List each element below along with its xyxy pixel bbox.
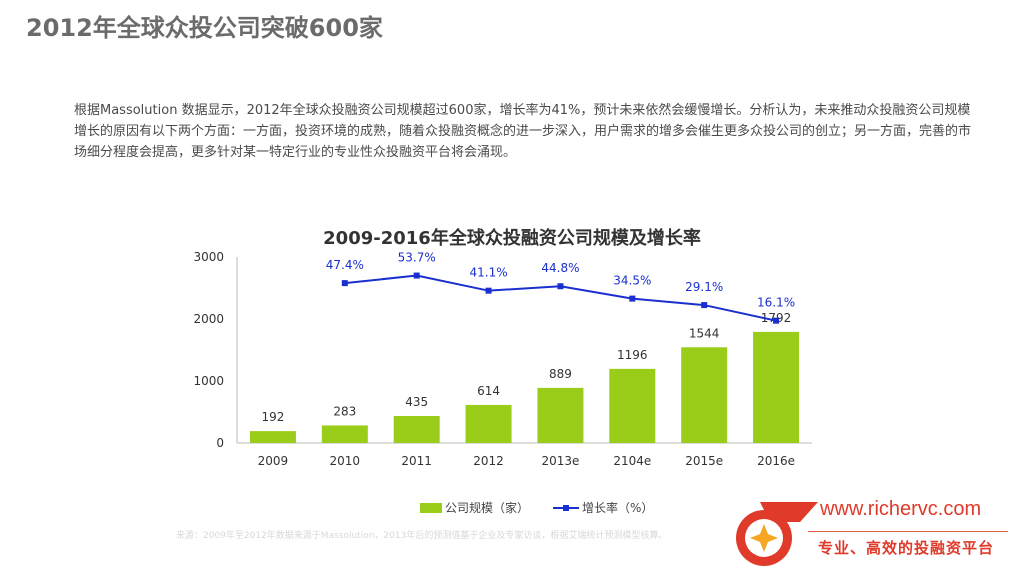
y-tick-label: 0 (216, 436, 224, 450)
x-tick-label: 2013e (541, 454, 579, 468)
chart-legend: 公司规模（家） 增长率（%） (420, 499, 653, 516)
growth-data-label: 29.1% (685, 280, 723, 294)
x-tick-label: 2015e (685, 454, 723, 468)
growth-data-label: 41.1% (470, 266, 508, 280)
bar (609, 368, 656, 443)
bar (465, 404, 512, 443)
bar-data-label: 283 (333, 404, 356, 418)
x-tick-label: 2010 (330, 454, 361, 468)
bar-data-label: 889 (549, 367, 572, 381)
bar-data-label: 1544 (689, 326, 720, 340)
body-paragraph: 根据Massolution 数据显示，2012年全球众投融资公司规模超过600家… (74, 103, 972, 160)
bar (681, 347, 728, 443)
bar-data-label: 192 (261, 410, 284, 424)
growth-data-label: 16.1% (757, 296, 795, 310)
growth-data-label: 53.7% (398, 251, 436, 265)
brand-tagline: 专业、高效的投融资平台 (818, 539, 995, 557)
y-tick-label: 3000 (193, 250, 224, 264)
growth-point (413, 272, 420, 279)
bar (537, 387, 584, 443)
legend-bar-swatch (420, 502, 442, 513)
chart-title: 2009-2016年全球众投融资公司规模及增长率 (323, 228, 701, 249)
bar (393, 416, 440, 443)
slide-title: 2012年全球众投公司突破600家 (26, 14, 383, 42)
x-tick-label: 2011 (401, 454, 432, 468)
growth-data-label: 47.4% (326, 258, 364, 272)
y-tick-label: 2000 (193, 312, 224, 326)
bar (753, 331, 800, 443)
brand-url-link[interactable]: www.richervc.com (820, 498, 982, 520)
growth-point (557, 283, 564, 290)
source-note: 来源：2009年至2012年数据来源于Massolution，2013年后的预测… (176, 531, 668, 541)
growth-point (773, 317, 780, 324)
bar-data-label: 435 (405, 395, 428, 409)
growth-point (701, 302, 708, 309)
bar (321, 425, 368, 443)
growth-data-label: 34.5% (613, 274, 651, 288)
richervc-logo-icon (736, 502, 818, 566)
x-tick-label: 2016e (757, 454, 795, 468)
legend-bar-label: 公司规模（家） (445, 501, 530, 515)
x-tick-label: 2104e (613, 454, 651, 468)
x-tick-label: 2012 (473, 454, 504, 468)
bar (249, 431, 296, 443)
legend-line-swatch (553, 503, 580, 513)
growth-point (485, 287, 492, 294)
tagline-divider (808, 531, 1008, 532)
growth-data-label: 44.8% (541, 261, 579, 275)
bar-data-label: 614 (477, 384, 500, 398)
x-tick-label: 2009 (258, 454, 289, 468)
growth-point (629, 295, 636, 302)
y-tick-label: 1000 (193, 374, 224, 388)
growth-point (341, 280, 348, 287)
bar-data-label: 1196 (617, 348, 648, 362)
legend-line-label: 增长率（%） (582, 501, 654, 515)
